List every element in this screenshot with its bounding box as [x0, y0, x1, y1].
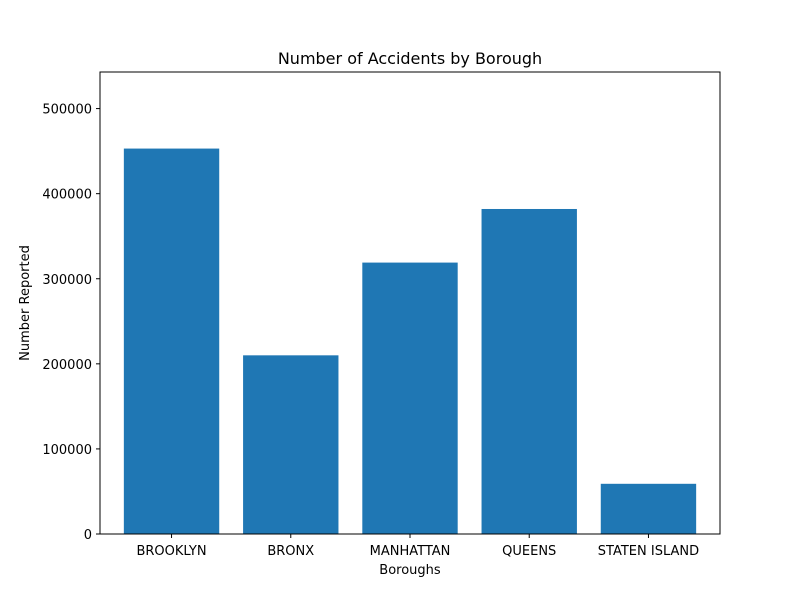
bar-staten-island [600, 483, 697, 534]
y-tick-label: 400000 [42, 188, 92, 203]
x-tick-label: BRONX [267, 544, 314, 559]
y-axis-label: Number Reported [18, 245, 33, 361]
x-tick-label: MANHATTAN [370, 544, 451, 559]
bar-series [123, 148, 697, 534]
x-tick-label: QUEENS [502, 544, 556, 559]
bar-bronx [243, 355, 339, 534]
y-tick-label: 0 [84, 528, 92, 543]
plot-frame [99, 71, 721, 535]
x-axis-ticks: BROOKLYN BRONX MANHATTAN QUEENS STATEN ISLAN… [136, 534, 699, 559]
x-tick-label: BROOKLYN [136, 544, 206, 559]
y-axis-ticks: 0 100000 200000 300000 400000 500000 [42, 103, 100, 543]
chart-title: Number of Accidents by Borough [278, 49, 542, 68]
y-tick-label: 300000 [42, 273, 92, 288]
bar-manhattan [362, 262, 458, 534]
bar-brooklyn [123, 148, 220, 534]
x-tick-label: STATEN ISLAND [598, 544, 699, 559]
y-tick-label: 500000 [42, 103, 92, 118]
y-tick-label: 100000 [42, 443, 92, 458]
x-axis-label: Boroughs [379, 563, 441, 578]
y-tick-label: 200000 [42, 358, 92, 373]
bar-queens [481, 208, 577, 534]
